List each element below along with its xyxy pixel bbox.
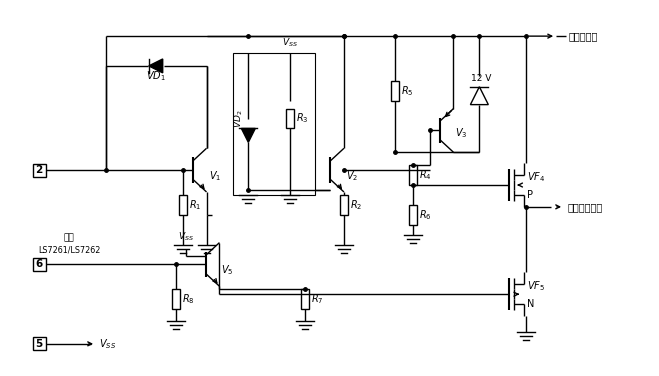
Text: $V_2$: $V_2$ <box>346 169 358 183</box>
Text: $R_2$: $R_2$ <box>350 198 362 212</box>
Bar <box>409 205 416 225</box>
Text: $VF_5$: $VF_5$ <box>527 279 545 293</box>
Text: $R_6$: $R_6$ <box>418 208 431 222</box>
Text: $V_{SS}$: $V_{SS}$ <box>178 230 194 243</box>
Text: 12 V: 12 V <box>471 74 492 83</box>
Text: $R_5$: $R_5$ <box>401 84 413 98</box>
Polygon shape <box>241 129 255 143</box>
Bar <box>179 195 186 215</box>
Bar <box>286 109 294 129</box>
Text: 2: 2 <box>36 165 43 175</box>
Text: 楼电动机绕组: 楼电动机绕组 <box>568 202 603 212</box>
Text: $R_3$: $R_3$ <box>296 112 308 126</box>
Bar <box>33 337 45 350</box>
Bar <box>301 289 309 309</box>
Text: LS7261/LS7262: LS7261/LS7262 <box>38 245 100 254</box>
Text: $VD_1$: $VD_1$ <box>146 69 165 83</box>
Text: $V_{SS}$: $V_{SS}$ <box>282 36 298 49</box>
Text: $VF_4$: $VF_4$ <box>527 170 546 184</box>
Text: $R_7$: $R_7$ <box>311 292 324 306</box>
Text: $R_1$: $R_1$ <box>188 198 201 212</box>
Text: 电动机电源: 电动机电源 <box>569 31 598 41</box>
Text: $V_3$: $V_3$ <box>455 126 468 140</box>
Text: $V_1$: $V_1$ <box>208 169 221 183</box>
Bar <box>171 289 180 309</box>
Bar <box>340 195 348 215</box>
Text: P: P <box>527 190 533 200</box>
Text: $V_{SS}$: $V_{SS}$ <box>99 337 116 351</box>
Text: N: N <box>527 299 534 309</box>
Bar <box>33 258 45 271</box>
Bar <box>233 53 315 195</box>
Text: $R_8$: $R_8$ <box>182 292 194 306</box>
Text: 6: 6 <box>36 259 43 270</box>
Polygon shape <box>149 59 163 73</box>
Text: 5: 5 <box>36 339 43 349</box>
Bar <box>409 165 416 185</box>
Text: $VD_2$: $VD_2$ <box>233 109 245 128</box>
Text: 来自: 来自 <box>64 233 74 242</box>
Bar <box>33 164 45 177</box>
Text: $R_4$: $R_4$ <box>418 168 432 182</box>
Bar <box>391 81 399 101</box>
Text: $V_5$: $V_5$ <box>221 264 234 277</box>
